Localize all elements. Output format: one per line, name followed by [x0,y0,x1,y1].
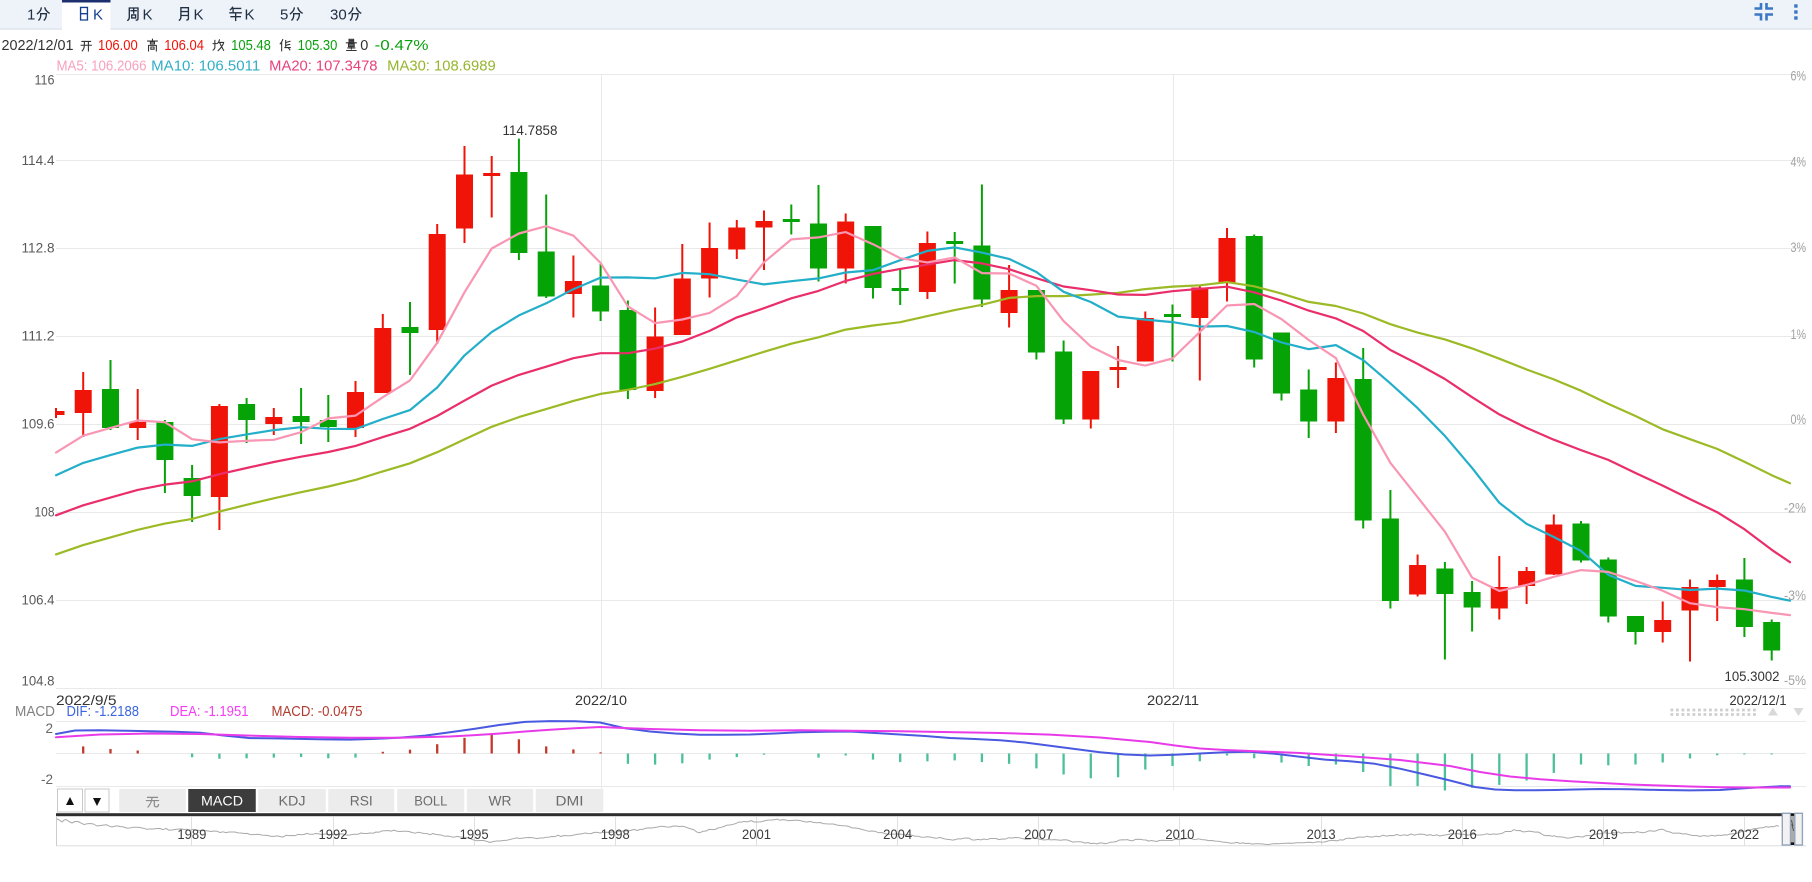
svg-text:105.3002: 105.3002 [1725,669,1780,684]
svg-text:MACD: -0.0475: MACD: -0.0475 [272,704,363,720]
svg-text:108: 108 [35,505,55,520]
svg-text:30: 30 [330,7,347,24]
svg-text:1998: 1998 [601,827,630,842]
svg-text:4%: 4% [1791,154,1807,169]
svg-text:114.4: 114.4 [22,153,55,168]
svg-text:MA20: 107.3478: MA20: 107.3478 [269,59,377,75]
svg-text:111.2: 111.2 [22,329,55,344]
svg-text:2022/9/5: 2022/9/5 [56,693,117,708]
svg-text:2004: 2004 [883,827,912,842]
svg-text:1: 1 [27,7,35,24]
svg-text:2022/12/01: 2022/12/01 [2,38,74,54]
svg-text:MA30: 108.6989: MA30: 108.6989 [387,59,496,75]
svg-text:-5%: -5% [1784,673,1806,688]
svg-text:K: K [245,7,255,24]
svg-text:WR: WR [489,793,512,809]
svg-text:0: 0 [360,38,368,54]
svg-text:K: K [93,7,103,24]
svg-text:112.8: 112.8 [22,241,55,256]
svg-text:BOLL: BOLL [414,793,447,809]
svg-text:104.8: 104.8 [22,674,55,689]
svg-text:1989: 1989 [177,827,206,842]
svg-text:DIF: -1.2188: DIF: -1.2188 [67,704,140,720]
svg-text:1992: 1992 [319,827,348,842]
svg-text:DMI: DMI [556,793,584,809]
svg-text:2: 2 [45,721,53,736]
svg-text:2022: 2022 [1730,827,1759,842]
svg-text:MA5: 106.2066: MA5: 106.2066 [57,59,147,75]
svg-text:5: 5 [280,7,288,24]
svg-text:2010: 2010 [1165,827,1194,842]
svg-text:2001: 2001 [742,827,771,842]
svg-text:MA10: 106.5011: MA10: 106.5011 [151,59,260,75]
svg-text:116: 116 [35,73,55,88]
svg-text:2007: 2007 [1024,827,1053,842]
svg-text:109.6: 109.6 [22,417,55,432]
svg-text:KDJ: KDJ [279,793,306,809]
svg-text:106.00: 106.00 [98,38,138,54]
svg-text:106.4: 106.4 [22,593,55,608]
svg-text:1995: 1995 [460,827,489,842]
svg-text:105.30: 105.30 [298,38,338,54]
svg-text:RSI: RSI [350,793,373,809]
svg-text:6%: 6% [1791,69,1807,84]
svg-text:0%: 0% [1791,412,1807,427]
svg-text:-2: -2 [41,772,53,787]
svg-text:MACD: MACD [15,704,55,720]
svg-text:MACD: MACD [201,793,243,809]
svg-text:3%: 3% [1791,240,1807,255]
svg-text:DEA: -1.1951: DEA: -1.1951 [170,704,249,720]
svg-text:2022/12/1: 2022/12/1 [1730,693,1787,708]
svg-text:-2%: -2% [1784,500,1806,515]
svg-text:-0.47%: -0.47% [375,38,429,54]
svg-text:-3%: -3% [1784,588,1806,603]
svg-text:K: K [143,7,153,24]
svg-text:2019: 2019 [1589,827,1618,842]
svg-text:2016: 2016 [1448,827,1477,842]
svg-text:2022/11: 2022/11 [1147,693,1199,708]
svg-text:2022/10: 2022/10 [575,693,627,708]
svg-text:105.48: 105.48 [231,38,271,54]
svg-text:106.04: 106.04 [164,38,204,54]
svg-text:114.7858: 114.7858 [503,123,558,138]
svg-text:1%: 1% [1791,327,1807,342]
svg-text:2013: 2013 [1307,827,1336,842]
svg-text:K: K [194,7,204,24]
